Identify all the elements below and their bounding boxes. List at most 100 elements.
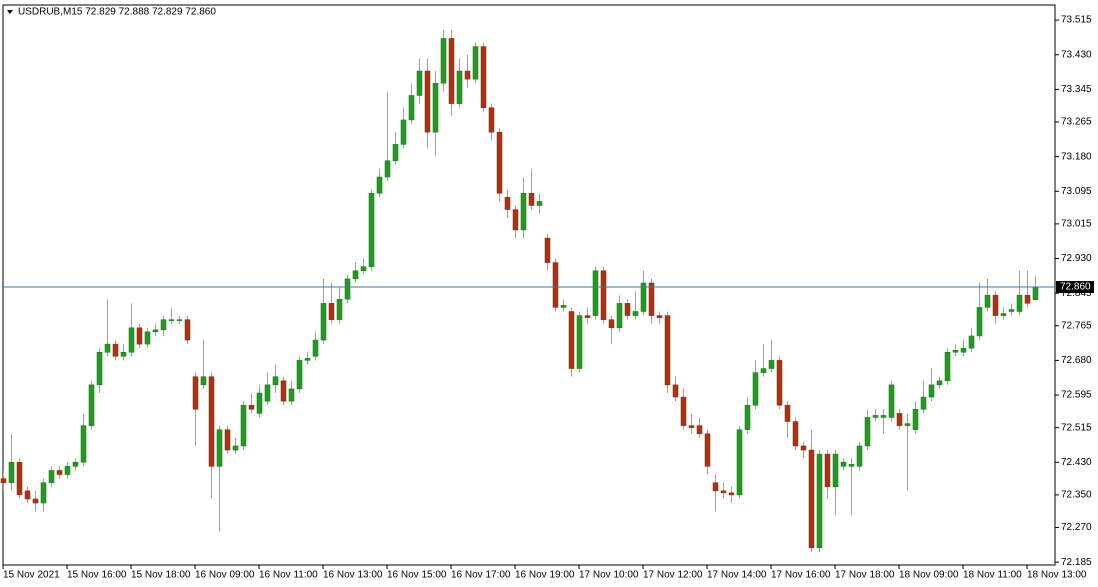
candle-body <box>136 327 143 345</box>
y-tick-label: 73.515 <box>1061 15 1092 26</box>
x-tick-label: 16 Nov 15:00 <box>387 570 447 581</box>
candle-body <box>816 453 823 549</box>
y-tick-label: 73.180 <box>1061 151 1092 162</box>
candle-body <box>800 445 807 451</box>
candle-body <box>8 462 15 483</box>
candle-body <box>48 470 55 483</box>
candle-body <box>96 351 103 386</box>
candle-body <box>776 360 783 406</box>
x-tick-label: 17 Nov 14:00 <box>707 570 767 581</box>
candle-body <box>104 343 111 353</box>
candle-body <box>976 307 983 337</box>
candle-body <box>464 70 471 80</box>
candle-body <box>208 376 215 467</box>
candle-body <box>592 270 599 316</box>
candle-body <box>272 376 279 386</box>
candle-body <box>680 396 687 426</box>
menu-arrow[interactable] <box>7 10 13 14</box>
x-tick-label: 18 Nov 09:00 <box>899 570 959 581</box>
y-tick-label: 73.265 <box>1061 117 1092 128</box>
candle-body <box>200 376 207 386</box>
candle-body <box>160 319 167 331</box>
candle-body <box>896 413 903 426</box>
x-tick-label: 16 Nov 19:00 <box>515 570 575 581</box>
candle-body <box>432 83 439 133</box>
y-tick-label: 72.845 <box>1061 288 1092 299</box>
candle-body <box>184 319 191 341</box>
candle-body <box>984 294 991 308</box>
candle-body <box>416 70 423 96</box>
candle-body <box>504 197 511 210</box>
candle-body <box>936 380 943 386</box>
candle-body <box>928 384 935 398</box>
y-tick-label: 73.430 <box>1061 49 1092 60</box>
candle-body <box>24 490 31 500</box>
candle-body <box>1000 313 1007 316</box>
candle-body <box>952 349 959 353</box>
candle-body <box>840 462 847 467</box>
candle-body <box>320 303 327 341</box>
candle-body <box>528 193 535 206</box>
y-tick-label: 72.930 <box>1061 253 1092 264</box>
candle-body <box>72 462 79 467</box>
candle-body <box>16 462 23 496</box>
candle-body <box>152 329 159 333</box>
candle-body <box>704 433 711 467</box>
candle-body <box>904 423 911 426</box>
candle-body <box>440 38 447 84</box>
y-tick-label: 72.430 <box>1061 457 1092 468</box>
candle-body <box>304 358 311 361</box>
candle-body <box>64 466 71 475</box>
candle-body <box>352 270 359 280</box>
candle-body <box>224 429 231 451</box>
candle-body <box>408 95 415 121</box>
candle-body <box>632 311 639 316</box>
x-tick-label: 17 Nov 12:00 <box>643 570 703 581</box>
y-tick-label: 72.350 <box>1061 490 1092 501</box>
candle-body <box>912 409 919 430</box>
candle-body <box>168 319 175 321</box>
x-tick-label: 17 Nov 18:00 <box>835 570 895 581</box>
candle-body <box>424 70 431 133</box>
candle-body <box>376 176 383 194</box>
x-tick-label: 15 Nov 18:00 <box>131 570 191 581</box>
candle-body <box>656 315 663 318</box>
candle-body <box>1008 309 1015 312</box>
candle-body <box>584 315 591 318</box>
candle-body <box>728 492 735 496</box>
candle-body <box>192 376 199 410</box>
candle-body <box>520 193 527 231</box>
plot-frame <box>2 4 1056 566</box>
candle-body <box>864 417 871 447</box>
candle-body <box>552 262 559 308</box>
candle-body <box>328 303 335 320</box>
candle-body <box>784 404 791 422</box>
chart-title: USDRUB,M15 72.829 72.888 72.829 72.860 <box>18 7 216 18</box>
candle-body <box>232 445 239 451</box>
candle-body <box>472 46 479 80</box>
candle-body <box>280 380 287 402</box>
candle-body <box>248 404 255 410</box>
y-tick-label: 72.680 <box>1061 355 1092 366</box>
candle-body <box>688 425 695 428</box>
x-tick-label: 17 Nov 10:00 <box>579 570 639 581</box>
x-tick-label: 15 Nov 2021 <box>3 570 60 581</box>
candle-body <box>368 193 375 267</box>
x-tick-label: 15 Nov 16:00 <box>67 570 127 581</box>
candle-body <box>176 319 183 321</box>
candle-body <box>32 498 39 504</box>
candle-body <box>360 266 367 271</box>
candle-body <box>544 237 551 263</box>
y-tick-label: 72.270 <box>1061 522 1092 533</box>
y-tick-label: 72.185 <box>1061 557 1092 568</box>
x-tick-label: 17 Nov 16:00 <box>771 570 831 581</box>
candle-body <box>392 144 399 161</box>
candle-body <box>712 482 719 492</box>
candle-body <box>744 404 751 430</box>
candle-body <box>1024 294 1031 304</box>
price-label: 72.860 <box>1060 282 1091 293</box>
y-tick-label: 73.095 <box>1061 186 1092 197</box>
candle-body <box>768 360 775 369</box>
candle-body <box>336 299 343 320</box>
